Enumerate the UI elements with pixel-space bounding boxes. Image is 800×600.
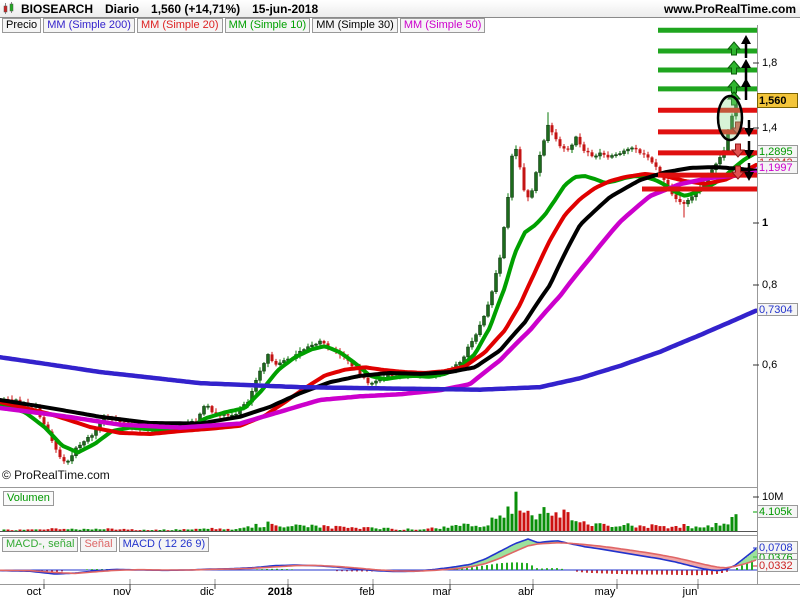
volume-value-tag: 4.105k	[757, 505, 798, 518]
price-tick-1-4: 1,4	[762, 122, 778, 134]
price-tick-0-8: 0,8	[762, 279, 778, 291]
macd-value-tag: 0,0708	[757, 541, 798, 554]
mm200-value-tag: 0,7304	[757, 303, 798, 316]
change-percent: (+14,71%)	[184, 1, 241, 16]
price-tick-1-8: 1,8	[762, 57, 778, 69]
macd-legend-item-macd-senal[interactable]: MACD-, señal	[2, 537, 79, 552]
macd-legend-item-senal[interactable]: Señal	[80, 537, 117, 552]
legend-item-mm20[interactable]: MM (Simple 20)	[136, 18, 223, 33]
title-bar: BIOSEARCH Diario 1,560 (+14,71%) 15-jun-…	[0, 0, 800, 18]
month-label: nov	[113, 586, 131, 598]
last-price-tag: 1,560	[757, 93, 798, 108]
symbol-name: BIOSEARCH	[21, 1, 94, 16]
legend-item-mm10[interactable]: MM (Simple 10)	[224, 18, 311, 33]
mm10-value-tag: 1,2895	[757, 145, 798, 158]
volume-panel-label[interactable]: Volumen	[3, 491, 54, 506]
candlestick-icon	[3, 2, 14, 14]
legend-item-mm50[interactable]: MM (Simple 50)	[399, 18, 486, 33]
macd-signal-value-tag: 0,0332	[757, 559, 798, 572]
last-price-title: 1,560 (+14,71%)	[151, 2, 240, 16]
volume-scale-tick: 10M	[762, 491, 784, 503]
month-label: jun	[682, 586, 698, 598]
month-label: abr	[518, 586, 534, 598]
timeframe-label: Diario	[105, 1, 140, 16]
month-label: dic	[199, 586, 215, 598]
month-label: oct	[26, 586, 42, 598]
legend-item-mm200[interactable]: MM (Simple 200)	[43, 18, 135, 33]
macd-legend: MACD-, señal Señal MACD ( 12 26 9)	[2, 537, 210, 552]
price-tick-1: 1	[762, 217, 769, 229]
price-tick-0-6: 0,6	[762, 359, 778, 371]
month-label: mar	[432, 586, 452, 598]
month-label: feb	[359, 586, 375, 598]
last-price-value: 1,560	[151, 1, 182, 16]
macd-legend-item-settings[interactable]: MACD ( 12 26 9)	[118, 537, 210, 552]
month-label: 2018	[267, 586, 293, 598]
website-link[interactable]: www.ProRealTime.com	[663, 1, 796, 16]
month-label: may	[594, 586, 616, 598]
watermark: © ProRealTime.com	[2, 468, 110, 482]
session-date: 15-jun-2018	[252, 1, 319, 16]
mm50-value-tag: 1,1997	[757, 161, 798, 174]
legend-item-precio[interactable]: Precio	[2, 18, 42, 33]
legend-item-mm30[interactable]: MM (Simple 30)	[312, 18, 398, 33]
indicator-legend: Precio MM (Simple 200) MM (Simple 20) MM…	[2, 18, 486, 33]
